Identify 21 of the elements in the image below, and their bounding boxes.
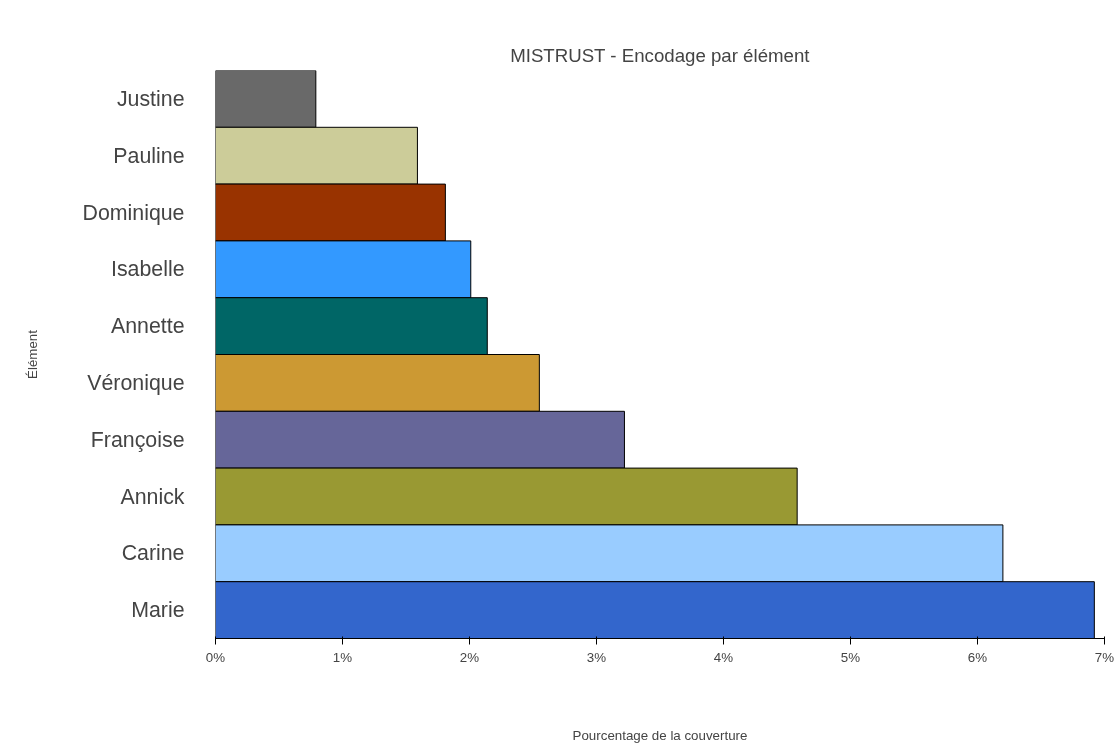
- x-tick-label: 6%: [967, 649, 988, 665]
- y-tick-label: Véronique: [87, 370, 185, 395]
- x-tick-label: 0%: [205, 649, 226, 665]
- y-tick-label: Marie: [131, 598, 185, 623]
- y-tick-label: Annick: [120, 484, 185, 509]
- x-axis-title: Pourcentage de la couverture: [572, 727, 748, 743]
- x-tick-label: 2%: [459, 649, 480, 665]
- chart-title: MISTRUST - Encodage par élément: [510, 44, 811, 66]
- y-tick-label: Françoise: [90, 427, 185, 452]
- y-tick-label: Isabelle: [110, 257, 185, 282]
- x-tick-label: 1%: [332, 649, 353, 665]
- y-tick-label: Pauline: [113, 143, 185, 168]
- y-tick-label: Dominique: [82, 200, 185, 225]
- y-tick-label: Carine: [121, 541, 185, 566]
- y-tick-label: Annette: [110, 314, 185, 339]
- y-tick-label: Justine: [116, 86, 185, 111]
- y-axis-title: Élément: [24, 329, 40, 379]
- x-tick-label: 3%: [586, 649, 607, 665]
- x-tick-label: 5%: [840, 649, 861, 665]
- x-tick-label: 7%: [1094, 649, 1115, 665]
- x-tick-label: 4%: [713, 649, 734, 665]
